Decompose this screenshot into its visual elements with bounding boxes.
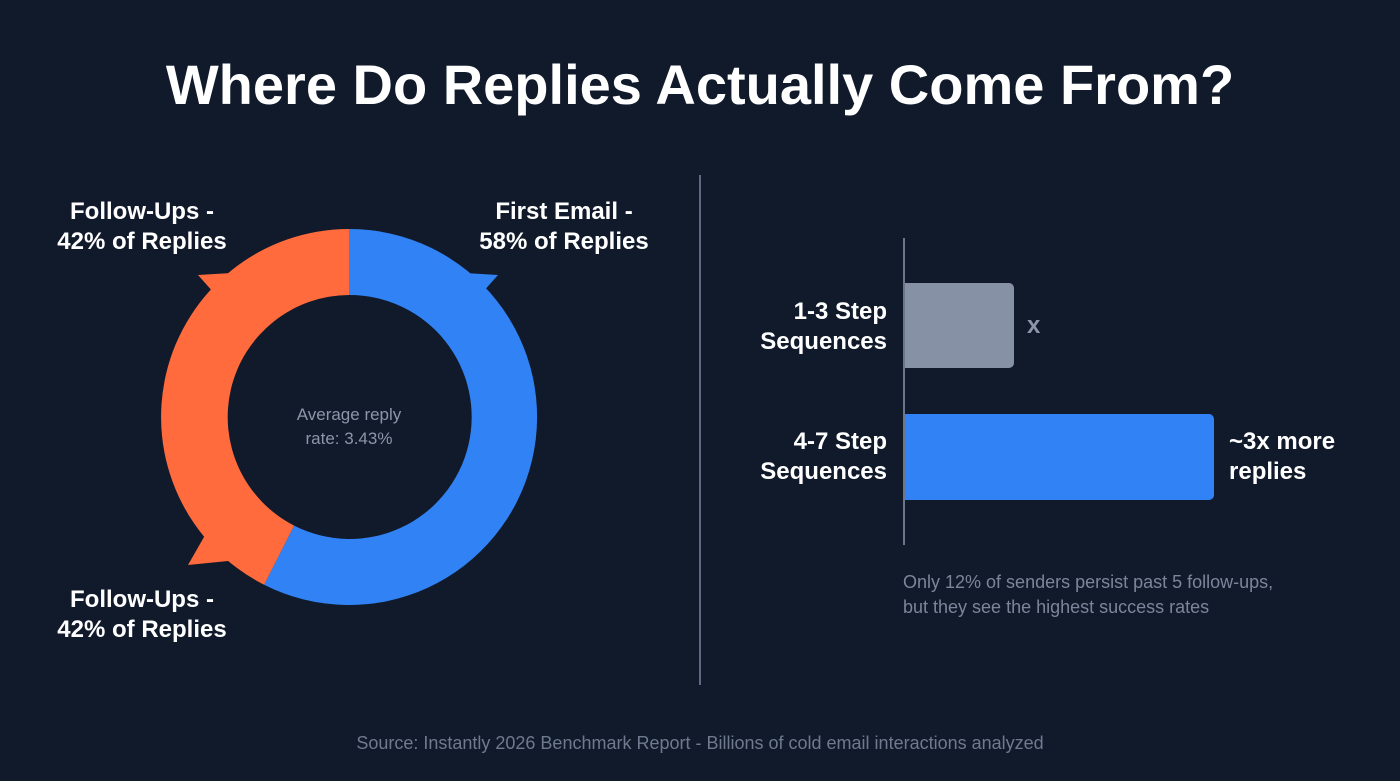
follow-ups-label-top: Follow-Ups - 42% of Replies bbox=[42, 197, 242, 257]
first-email-label: First Email - 58% of Replies bbox=[464, 197, 664, 257]
value-line1: ~3x more bbox=[1229, 428, 1336, 455]
follow-ups-label-bottom: Follow-Ups - 42% of Replies bbox=[42, 585, 242, 645]
label-line1: 1-3 Step bbox=[793, 298, 887, 325]
value-line1: x bbox=[1027, 312, 1041, 339]
donut-segment-follow-ups bbox=[161, 229, 349, 585]
label-line1: First Email - bbox=[495, 198, 633, 225]
bar-label-long-sequences: 4-7 Step Sequences bbox=[687, 427, 887, 487]
donut-center-label: Average reply rate: 3.43% bbox=[249, 403, 449, 451]
label-line2: 42% of Replies bbox=[57, 228, 227, 255]
label-line2: 42% of Replies bbox=[57, 616, 227, 643]
label-line2: 58% of Replies bbox=[479, 228, 649, 255]
bar-short-sequences bbox=[905, 283, 1014, 368]
section-divider bbox=[699, 175, 701, 685]
page-title: Where Do Replies Actually Come From? bbox=[165, 53, 1235, 116]
center-label-line1: Average reply bbox=[296, 405, 402, 424]
label-line2: Sequences bbox=[760, 458, 887, 485]
label-line1: Follow-Ups - bbox=[70, 198, 214, 225]
bar-value-short-sequences: x bbox=[1027, 311, 1040, 341]
bar-chart-note: Only 12% of senders persist past 5 follo… bbox=[903, 570, 1343, 620]
label-line1: Follow-Ups - bbox=[70, 586, 214, 613]
source-caption: Source: Instantly 2026 Benchmark Report … bbox=[356, 733, 1044, 753]
note-line1: Only 12% of senders persist past 5 follo… bbox=[903, 572, 1274, 592]
label-line1: 4-7 Step bbox=[793, 428, 887, 455]
label-line2: Sequences bbox=[760, 328, 887, 355]
bar-chart-axis bbox=[903, 238, 905, 545]
donut-segment-first-email bbox=[264, 229, 538, 605]
donut-chart bbox=[161, 229, 538, 605]
bar-value-long-sequences: ~3x more replies bbox=[1229, 427, 1335, 487]
bar-label-short-sequences: 1-3 Step Sequences bbox=[687, 297, 887, 357]
value-line2: replies bbox=[1229, 458, 1307, 485]
bar-long-sequences bbox=[905, 414, 1214, 500]
center-label-line2: rate: 3.43% bbox=[305, 429, 393, 448]
note-line2: but they see the highest success rates bbox=[903, 597, 1210, 617]
